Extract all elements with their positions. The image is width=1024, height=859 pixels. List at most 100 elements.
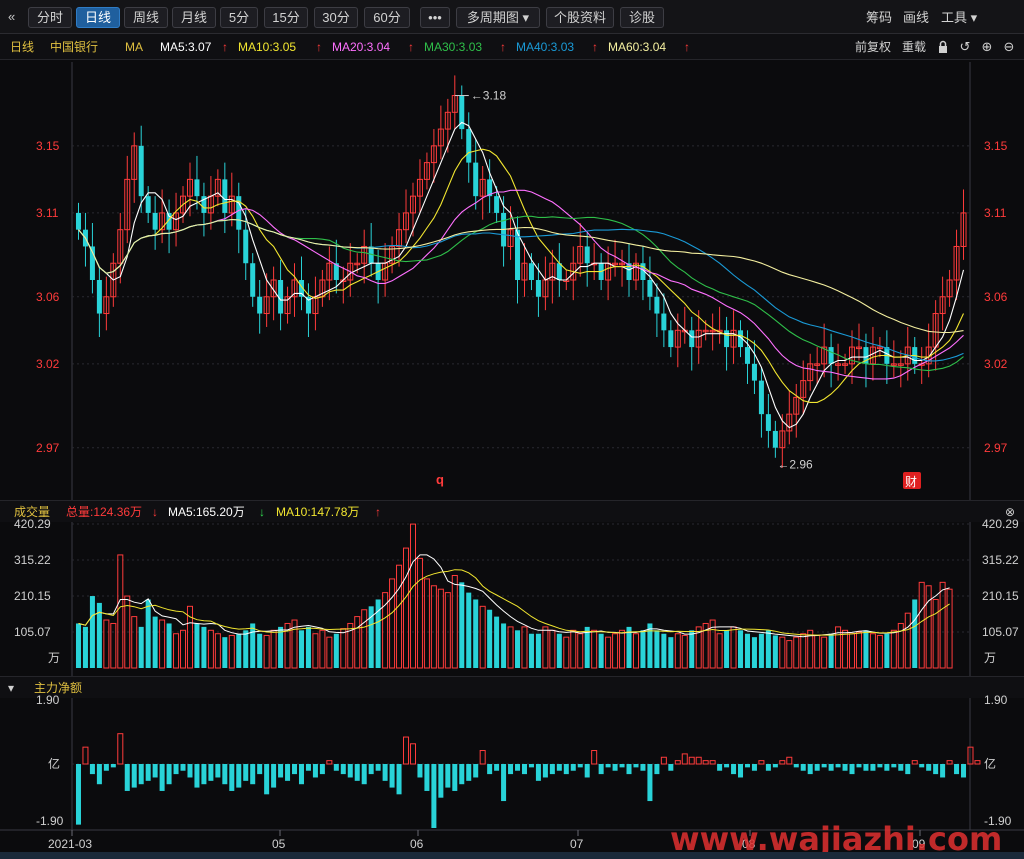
stock-name: 中国银行 bbox=[50, 40, 99, 54]
tab-10[interactable]: 个股资料 bbox=[546, 7, 614, 28]
lock-icon[interactable] bbox=[936, 39, 950, 55]
tools-menu-button[interactable]: 工具 ▾ bbox=[941, 10, 978, 25]
volume-bar-up bbox=[821, 636, 828, 669]
flow-bar-out bbox=[549, 764, 555, 775]
volume-bar-down bbox=[473, 599, 479, 668]
flow-bar-out bbox=[445, 764, 451, 788]
volume-bar-down bbox=[535, 633, 541, 668]
period-label: 日线 bbox=[10, 40, 35, 54]
volume-bar-up bbox=[695, 626, 702, 669]
candle-up bbox=[814, 363, 821, 366]
volume-bar-down bbox=[661, 633, 667, 668]
candle-down bbox=[473, 162, 479, 197]
tab-6[interactable]: 30分 bbox=[314, 7, 358, 28]
candle-down bbox=[257, 296, 263, 314]
volume-bar-down bbox=[863, 630, 869, 668]
volume-bar-up bbox=[897, 622, 904, 669]
fin-marker-label: 财 bbox=[905, 475, 917, 489]
zoom-out-icon[interactable]: ⊖ bbox=[1003, 39, 1015, 54]
tab-8[interactable]: ••• bbox=[420, 7, 450, 28]
reload-button[interactable]: 重载 bbox=[902, 40, 927, 54]
candle-down bbox=[89, 246, 95, 280]
tab-9[interactable]: 多周期图 ▾ bbox=[456, 7, 540, 28]
volume-bar-down bbox=[515, 630, 521, 668]
flow-bar-out bbox=[933, 764, 939, 775]
volume-bar-down bbox=[689, 630, 695, 668]
volume-bar-down bbox=[375, 599, 381, 668]
tab-1[interactable]: 日线 bbox=[76, 7, 120, 28]
draw-line-button[interactable]: 画线 bbox=[903, 10, 930, 25]
flow-bar-out bbox=[814, 764, 820, 771]
flow-axis-bottom-right: -1.90 bbox=[984, 814, 1012, 828]
volume-bar-down bbox=[250, 623, 256, 668]
volume-bar-down bbox=[145, 599, 151, 668]
tab-3[interactable]: 月线 bbox=[172, 7, 216, 28]
volume-bar-down bbox=[75, 623, 81, 668]
volume-bar-down bbox=[744, 633, 750, 668]
volume-bar-up bbox=[918, 581, 925, 669]
tab-2[interactable]: 周线 bbox=[124, 7, 168, 28]
flow-bar-out bbox=[731, 764, 737, 775]
volume-bar-up bbox=[479, 605, 486, 669]
volume-bar-up bbox=[612, 633, 619, 669]
volume-bar-up bbox=[904, 612, 911, 669]
flow-bar-out bbox=[319, 764, 325, 775]
flow-bar-out bbox=[849, 764, 855, 775]
chips-button[interactable]: 筹码 bbox=[866, 10, 893, 25]
flow-bar-out bbox=[863, 764, 869, 771]
flow-bar-out bbox=[424, 764, 430, 791]
price-label-right: 3.11 bbox=[984, 205, 1007, 220]
tab-0[interactable]: 分时 bbox=[28, 7, 72, 28]
volume-bar-down bbox=[751, 637, 757, 668]
flow-bar-out bbox=[570, 764, 576, 771]
close-volume-icon[interactable]: ⊗ bbox=[1005, 505, 1016, 519]
volume-bar-up bbox=[451, 574, 458, 669]
candle-up bbox=[779, 430, 786, 449]
tab-4[interactable]: 5分 bbox=[220, 7, 258, 28]
tab-5[interactable]: 15分 bbox=[264, 7, 308, 28]
undo-icon[interactable]: ↺ bbox=[959, 39, 971, 54]
collapse-panel-icon[interactable]: ▾ bbox=[8, 681, 15, 695]
volume-bar-up bbox=[577, 633, 584, 669]
volume-bar-down bbox=[166, 623, 172, 668]
x-axis-label: 05 bbox=[272, 837, 286, 851]
flow-bar-out bbox=[828, 764, 834, 771]
tab-11[interactable]: 诊股 bbox=[620, 7, 664, 28]
flow-bar-out bbox=[278, 764, 284, 778]
volume-axis-label-right: 420.29 bbox=[982, 517, 1019, 531]
ma20-line bbox=[78, 189, 964, 380]
volume-bar-up bbox=[444, 592, 451, 669]
tab-7[interactable]: 60分 bbox=[364, 7, 410, 28]
flow-bar-out bbox=[521, 764, 527, 775]
flow-bar-in bbox=[702, 760, 709, 765]
candle-down bbox=[647, 280, 653, 297]
volume-axis-label-right: 105.07 bbox=[982, 625, 1019, 639]
volume-bar-down bbox=[487, 609, 493, 668]
flow-bar-out bbox=[919, 764, 925, 768]
period-toolbar: « 分时 日线 周线 月线 5分 15分 30分 60分 ••• 多周期图 ▾ 个股资料 诊股 筹码 … bbox=[0, 0, 1024, 34]
volume-bar-up bbox=[521, 626, 528, 669]
ma-indicator-label[interactable]: MA bbox=[125, 40, 143, 54]
volume-bar-down bbox=[96, 602, 102, 668]
volume-bar-up bbox=[319, 629, 326, 669]
ma10-up-arrow-icon: ↑ bbox=[316, 40, 322, 54]
flow-bar-out bbox=[647, 764, 653, 802]
candle-down bbox=[828, 347, 834, 364]
volume-bar-up bbox=[382, 592, 389, 669]
bottom-scrollbar[interactable] bbox=[0, 852, 1024, 859]
forward-adjust-button[interactable]: 前复权 bbox=[855, 40, 892, 54]
volume-bar-up bbox=[186, 605, 193, 669]
flow-bar-out bbox=[891, 764, 897, 768]
volume-bar-up bbox=[214, 633, 221, 669]
flow-bar-out bbox=[717, 764, 723, 771]
flow-bar-out bbox=[312, 764, 318, 778]
candle-up bbox=[159, 212, 166, 231]
collapse-left-icon[interactable]: « bbox=[8, 9, 16, 24]
volume-total-up-arrow-icon: ↓ bbox=[152, 505, 158, 519]
flow-bar-out bbox=[494, 764, 500, 771]
flow-bar-out bbox=[807, 764, 813, 775]
zoom-in-icon[interactable]: ⊕ bbox=[981, 39, 993, 54]
volume-bar-up bbox=[124, 595, 131, 669]
candle-down bbox=[243, 229, 249, 264]
